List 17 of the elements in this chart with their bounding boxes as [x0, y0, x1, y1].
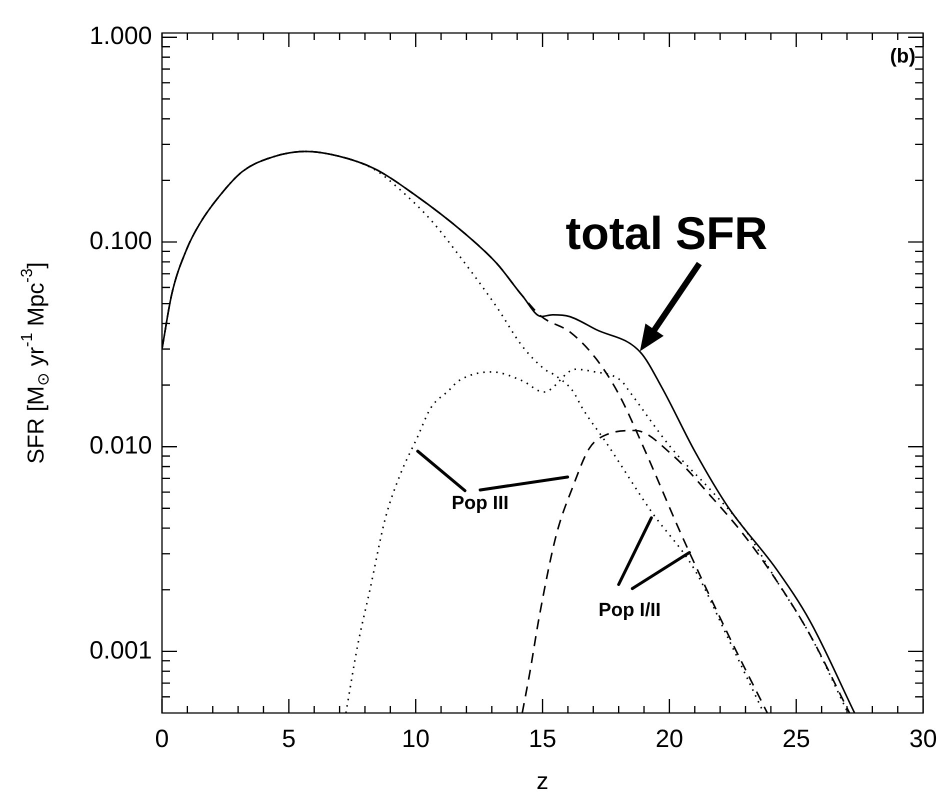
annotation: Pop III: [452, 492, 509, 514]
x-tick-label: 5: [282, 724, 296, 753]
x-tick-label: 0: [155, 724, 169, 753]
y-tick-label: 0.001: [89, 636, 152, 664]
x-tick-label: 15: [528, 724, 556, 753]
x-tick-label: 25: [782, 724, 810, 753]
y-tick-label: 1.000: [89, 22, 152, 50]
x-axis-title: z: [536, 768, 549, 796]
annotation: (b): [890, 45, 916, 68]
y-tick-label: 0.010: [89, 432, 152, 460]
annotation: total SFR: [566, 207, 768, 260]
x-tick-label: 20: [655, 724, 684, 753]
x-tick-label: 30: [909, 724, 937, 753]
x-tick-label: 10: [402, 724, 430, 753]
y-axis-title: SFR [M⊙ yr-1 Mpc-3]: [18, 262, 52, 464]
y-tick-label: 0.100: [89, 226, 152, 255]
annotation: Pop I/II: [598, 600, 661, 621]
